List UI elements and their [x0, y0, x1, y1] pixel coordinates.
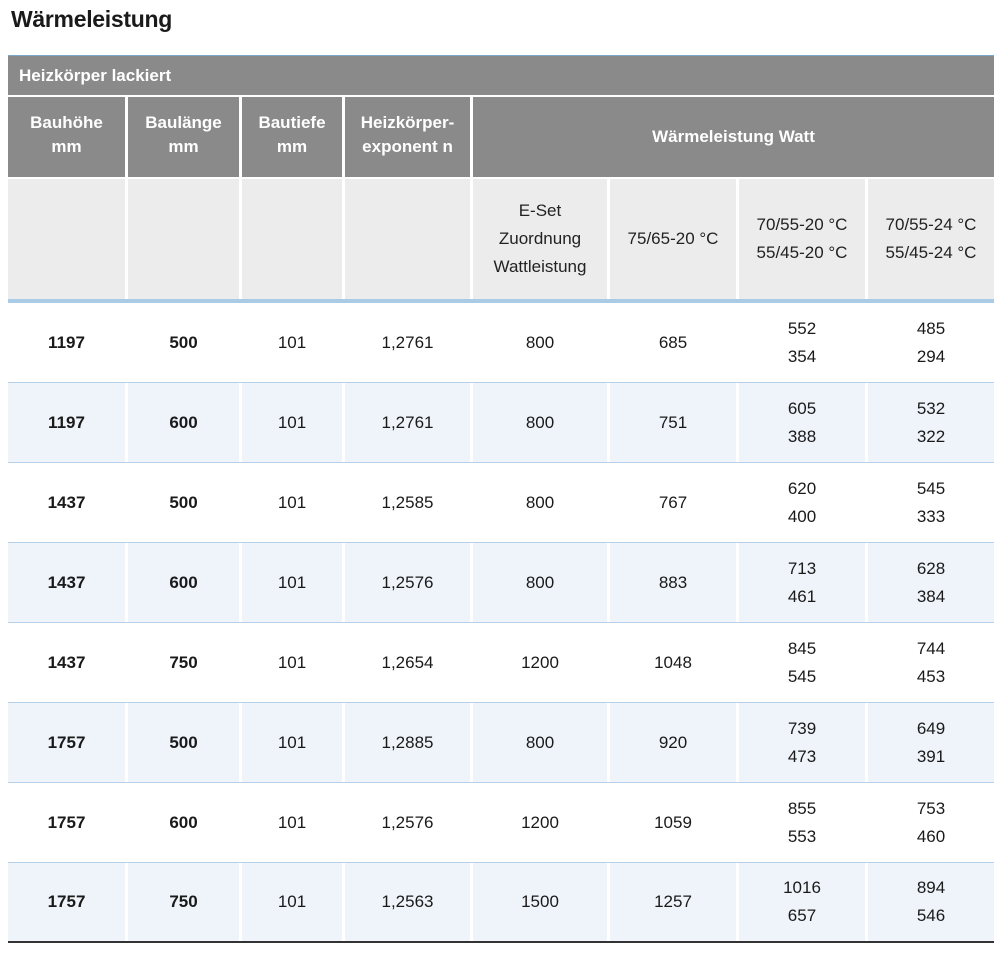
cell-eset: 1200	[473, 783, 610, 862]
header-baulaenge: Baulänge mm	[128, 97, 242, 177]
cell-exponent: 1,2885	[345, 703, 473, 782]
table-row: 1437 600 101 1,2576 800 883 713 461 628 384	[8, 543, 994, 623]
column-header-row: Bauhöhe mm Baulänge mm Bautiefe mm Heizkörp…	[8, 95, 994, 177]
cell-bauhoehe: 1437	[8, 543, 128, 622]
cell-75-65-20: 1257	[610, 863, 739, 941]
cell-75-65-20: 883	[610, 543, 739, 622]
cell-bauhoehe: 1437	[8, 463, 128, 542]
subheader-70-55-20: 70/55-20 °C 55/45-20 °C	[739, 179, 868, 299]
table-row: 1757 750 101 1,2563 1500 1257 1016 657 894 546	[8, 863, 994, 943]
cell-bauhoehe: 1197	[8, 303, 128, 382]
subheader-empty	[8, 179, 128, 299]
cell-bauhoehe: 1437	[8, 623, 128, 702]
cell-70-55-20: 713 461	[739, 543, 868, 622]
cell-70-55-24: 894 546	[916, 878, 946, 925]
cell-bautiefe: 101	[242, 783, 345, 862]
cell-bautiefe: 101	[242, 543, 345, 622]
heat-output-table: Heizkörper lackiert Bauhöhe mm Baulänge mm…	[8, 55, 994, 943]
section-header: Heizkörper lackiert	[8, 55, 994, 95]
header-divider	[8, 299, 994, 303]
cell-bautiefe: 101	[242, 703, 345, 782]
cell-70-55-20: 845 545	[739, 623, 868, 702]
cell-eset: 1500	[473, 863, 610, 941]
cell-baulaenge: 750	[128, 863, 242, 941]
page-title: Wärmeleistung	[11, 6, 172, 32]
cell-bautiefe: 101	[242, 303, 345, 382]
cell-75-65-20: 751	[610, 383, 739, 462]
table-row: 1437 750 101 1,2654 1200 1048 845 545 744 453	[8, 623, 994, 703]
cell-baulaenge: 750	[128, 623, 242, 702]
cell-70-55-24: 545 333	[916, 478, 946, 526]
cell-bauhoehe: 1197	[8, 383, 128, 462]
cell-baulaenge: 500	[128, 303, 242, 382]
subheader-empty	[128, 179, 242, 299]
cell-eset: 1200	[473, 623, 610, 702]
cell-eset: 800	[473, 543, 610, 622]
cell-75-65-20: 1059	[610, 783, 739, 862]
cell-75-65-20: 767	[610, 463, 739, 542]
cell-exponent: 1,2576	[345, 783, 473, 862]
subheader-eset: E-Set Zuordnung Wattleistung	[473, 179, 610, 299]
cell-exponent: 1,2585	[345, 463, 473, 542]
cell-70-55-24: 532 322	[916, 398, 946, 446]
table-row: 1757 600 101 1,2576 1200 1059 855 553 753 460	[8, 783, 994, 863]
table-row: 1197 600 101 1,2761 800 751 605 388 532 322	[8, 383, 994, 463]
subheader-70-55-24: 70/55-24 °C 55/45-24 °C	[868, 179, 994, 299]
cell-70-55-20: 855 553	[739, 783, 868, 862]
cell-baulaenge: 500	[128, 463, 242, 542]
subheader-75-65-20: 75/65-20 °C	[610, 179, 739, 299]
cell-75-65-20: 685	[610, 303, 739, 382]
cell-75-65-20: 1048	[610, 623, 739, 702]
cell-bauhoehe: 1757	[8, 783, 128, 862]
cell-baulaenge: 600	[128, 383, 242, 462]
cell-eset: 800	[473, 383, 610, 462]
cell-bautiefe: 101	[242, 623, 345, 702]
header-bautiefe: Bautiefe mm	[242, 97, 345, 177]
header-waermeleistung: Wärmeleistung Watt	[473, 97, 994, 177]
cell-bautiefe: 101	[242, 383, 345, 462]
cell-70-55-20: 1016 657	[739, 863, 868, 941]
cell-exponent: 1,2761	[345, 383, 473, 462]
cell-70-55-24: 628 384	[916, 558, 946, 606]
cell-eset: 800	[473, 303, 610, 382]
subheader-empty	[242, 179, 345, 299]
cell-bautiefe: 101	[242, 463, 345, 542]
subheader-row: E-Set Zuordnung Wattleistung 75/65-20 °C 7…	[8, 177, 994, 299]
table-body: 1197 500 101 1,2761 800 685 552 354 485 294 1197 60…	[8, 303, 994, 943]
cell-eset: 800	[473, 703, 610, 782]
cell-70-55-20: 739 473	[739, 703, 868, 782]
cell-70-55-24: 744 453	[916, 638, 946, 686]
header-exponent: Heizkörper-exponent n	[345, 97, 473, 177]
cell-70-55-24: 485 294	[916, 318, 946, 366]
cell-75-65-20: 920	[610, 703, 739, 782]
cell-bautiefe: 101	[242, 863, 345, 941]
table-row: 1437 500 101 1,2585 800 767 620 400 545 333	[8, 463, 994, 543]
cell-bauhoehe: 1757	[8, 703, 128, 782]
cell-bauhoehe: 1757	[8, 863, 128, 941]
header-bauhoehe: Bauhöhe mm	[8, 97, 128, 177]
table-row: 1757 500 101 1,2885 800 920 739 473 649 391	[8, 703, 994, 783]
cell-eset: 800	[473, 463, 610, 542]
cell-70-55-24: 649 391	[916, 718, 946, 766]
cell-baulaenge: 600	[128, 543, 242, 622]
subheader-empty	[345, 179, 473, 299]
cell-exponent: 1,2563	[345, 863, 473, 941]
cell-exponent: 1,2654	[345, 623, 473, 702]
cell-baulaenge: 500	[128, 703, 242, 782]
cell-70-55-24: 753 460	[916, 798, 946, 846]
cell-baulaenge: 600	[128, 783, 242, 862]
cell-70-55-20: 620 400	[739, 463, 868, 542]
table-row: 1197 500 101 1,2761 800 685 552 354 485 294	[8, 303, 994, 383]
cell-70-55-20: 552 354	[739, 303, 868, 382]
cell-exponent: 1,2576	[345, 543, 473, 622]
cell-exponent: 1,2761	[345, 303, 473, 382]
cell-70-55-20: 605 388	[739, 383, 868, 462]
